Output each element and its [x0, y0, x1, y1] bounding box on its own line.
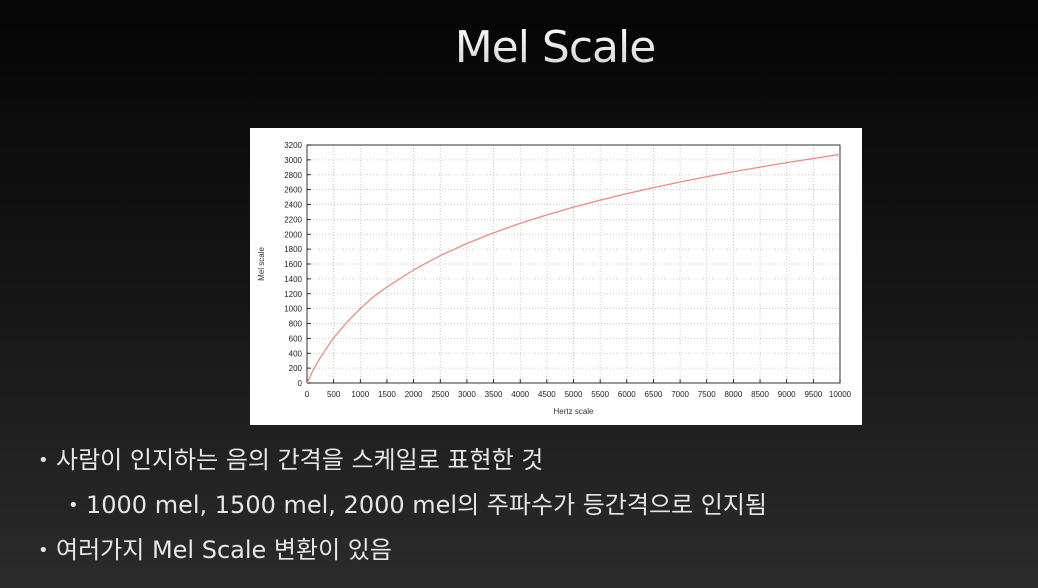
bullet-item: • 사람이 인지하는 음의 간격을 스케일로 표현한 것 [38, 440, 1018, 485]
x-tick-label: 2500 [431, 390, 449, 399]
y-tick-label: 200 [289, 364, 303, 373]
bullet-list: • 사람이 인지하는 음의 간격을 스케일로 표현한 것 • 1000 mel, 1… [38, 440, 1018, 575]
x-tick-label: 0 [305, 390, 310, 399]
x-tick-label: 5000 [565, 390, 583, 399]
x-tick-label: 4500 [538, 390, 556, 399]
x-tick-label: 3500 [485, 390, 503, 399]
y-tick-label: 400 [289, 349, 303, 358]
x-tick-label: 2000 [405, 390, 423, 399]
y-tick-label: 600 [289, 334, 303, 343]
bullet-icon: • [68, 495, 79, 516]
bullet-icon: • [38, 540, 49, 561]
x-tick-label: 7500 [698, 390, 716, 399]
bullet-text: 여러가지 Mel Scale 변환이 있음 [56, 536, 392, 564]
x-tick-label: 10000 [829, 390, 852, 399]
bullet-icon: • [38, 450, 49, 471]
y-axis-label: Mel scale [257, 247, 266, 281]
y-tick-label: 1800 [284, 245, 302, 254]
y-tick-label: 2800 [284, 171, 302, 180]
y-tick-label: 3200 [284, 141, 302, 150]
x-tick-label: 5500 [591, 390, 609, 399]
y-tick-label: 1600 [284, 260, 302, 269]
x-tick-label: 7000 [671, 390, 689, 399]
y-tick-label: 1400 [284, 275, 302, 284]
bullet-item: • 여러가지 Mel Scale 변환이 있음 [38, 530, 1018, 575]
x-tick-label: 8000 [725, 390, 743, 399]
x-tick-label: 1500 [378, 390, 396, 399]
y-tick-label: 2200 [284, 215, 302, 224]
bullet-text: 사람이 인지하는 음의 간격을 스케일로 표현한 것 [56, 446, 544, 474]
mel-curve-line [306, 153, 841, 384]
bullet-text: 1000 mel, 1500 mel, 2000 mel의 주파수가 등간격으로… [86, 491, 768, 519]
y-tick-label: 2600 [284, 186, 302, 195]
mel-scale-chart: 0 500 1000 1500 2000 2500 3000 3500 4000 4500 5000… [250, 128, 862, 425]
x-tick-label: 4000 [511, 390, 529, 399]
x-tick-label: 9000 [778, 390, 796, 399]
y-tick-label: 800 [289, 320, 303, 329]
plot-frame [306, 144, 841, 384]
x-tick-label: 8500 [751, 390, 769, 399]
x-tick-label: 9500 [804, 390, 822, 399]
y-tick-label: 2400 [284, 201, 302, 210]
sub-bullet-item: • 1000 mel, 1500 mel, 2000 mel의 주파수가 등간격으… [38, 485, 1018, 530]
slide-title: Mel Scale [0, 22, 1038, 73]
y-tick-label: 1000 [284, 305, 302, 314]
x-tick-label: 6500 [645, 390, 663, 399]
x-tick-label: 500 [327, 390, 341, 399]
x-tick-label: 6000 [618, 390, 636, 399]
y-tick-label: 3000 [284, 156, 302, 165]
y-tick-label: 2000 [284, 230, 302, 239]
x-axis-label: Hertz scale [553, 407, 594, 416]
x-tick-label: 3000 [458, 390, 476, 399]
x-tick-label: 1000 [351, 390, 369, 399]
y-tick-label: 0 [298, 379, 303, 388]
chart-svg: 0 500 1000 1500 2000 2500 3000 3500 4000 4500 5000… [257, 141, 852, 416]
y-tick-label: 1200 [284, 290, 302, 299]
